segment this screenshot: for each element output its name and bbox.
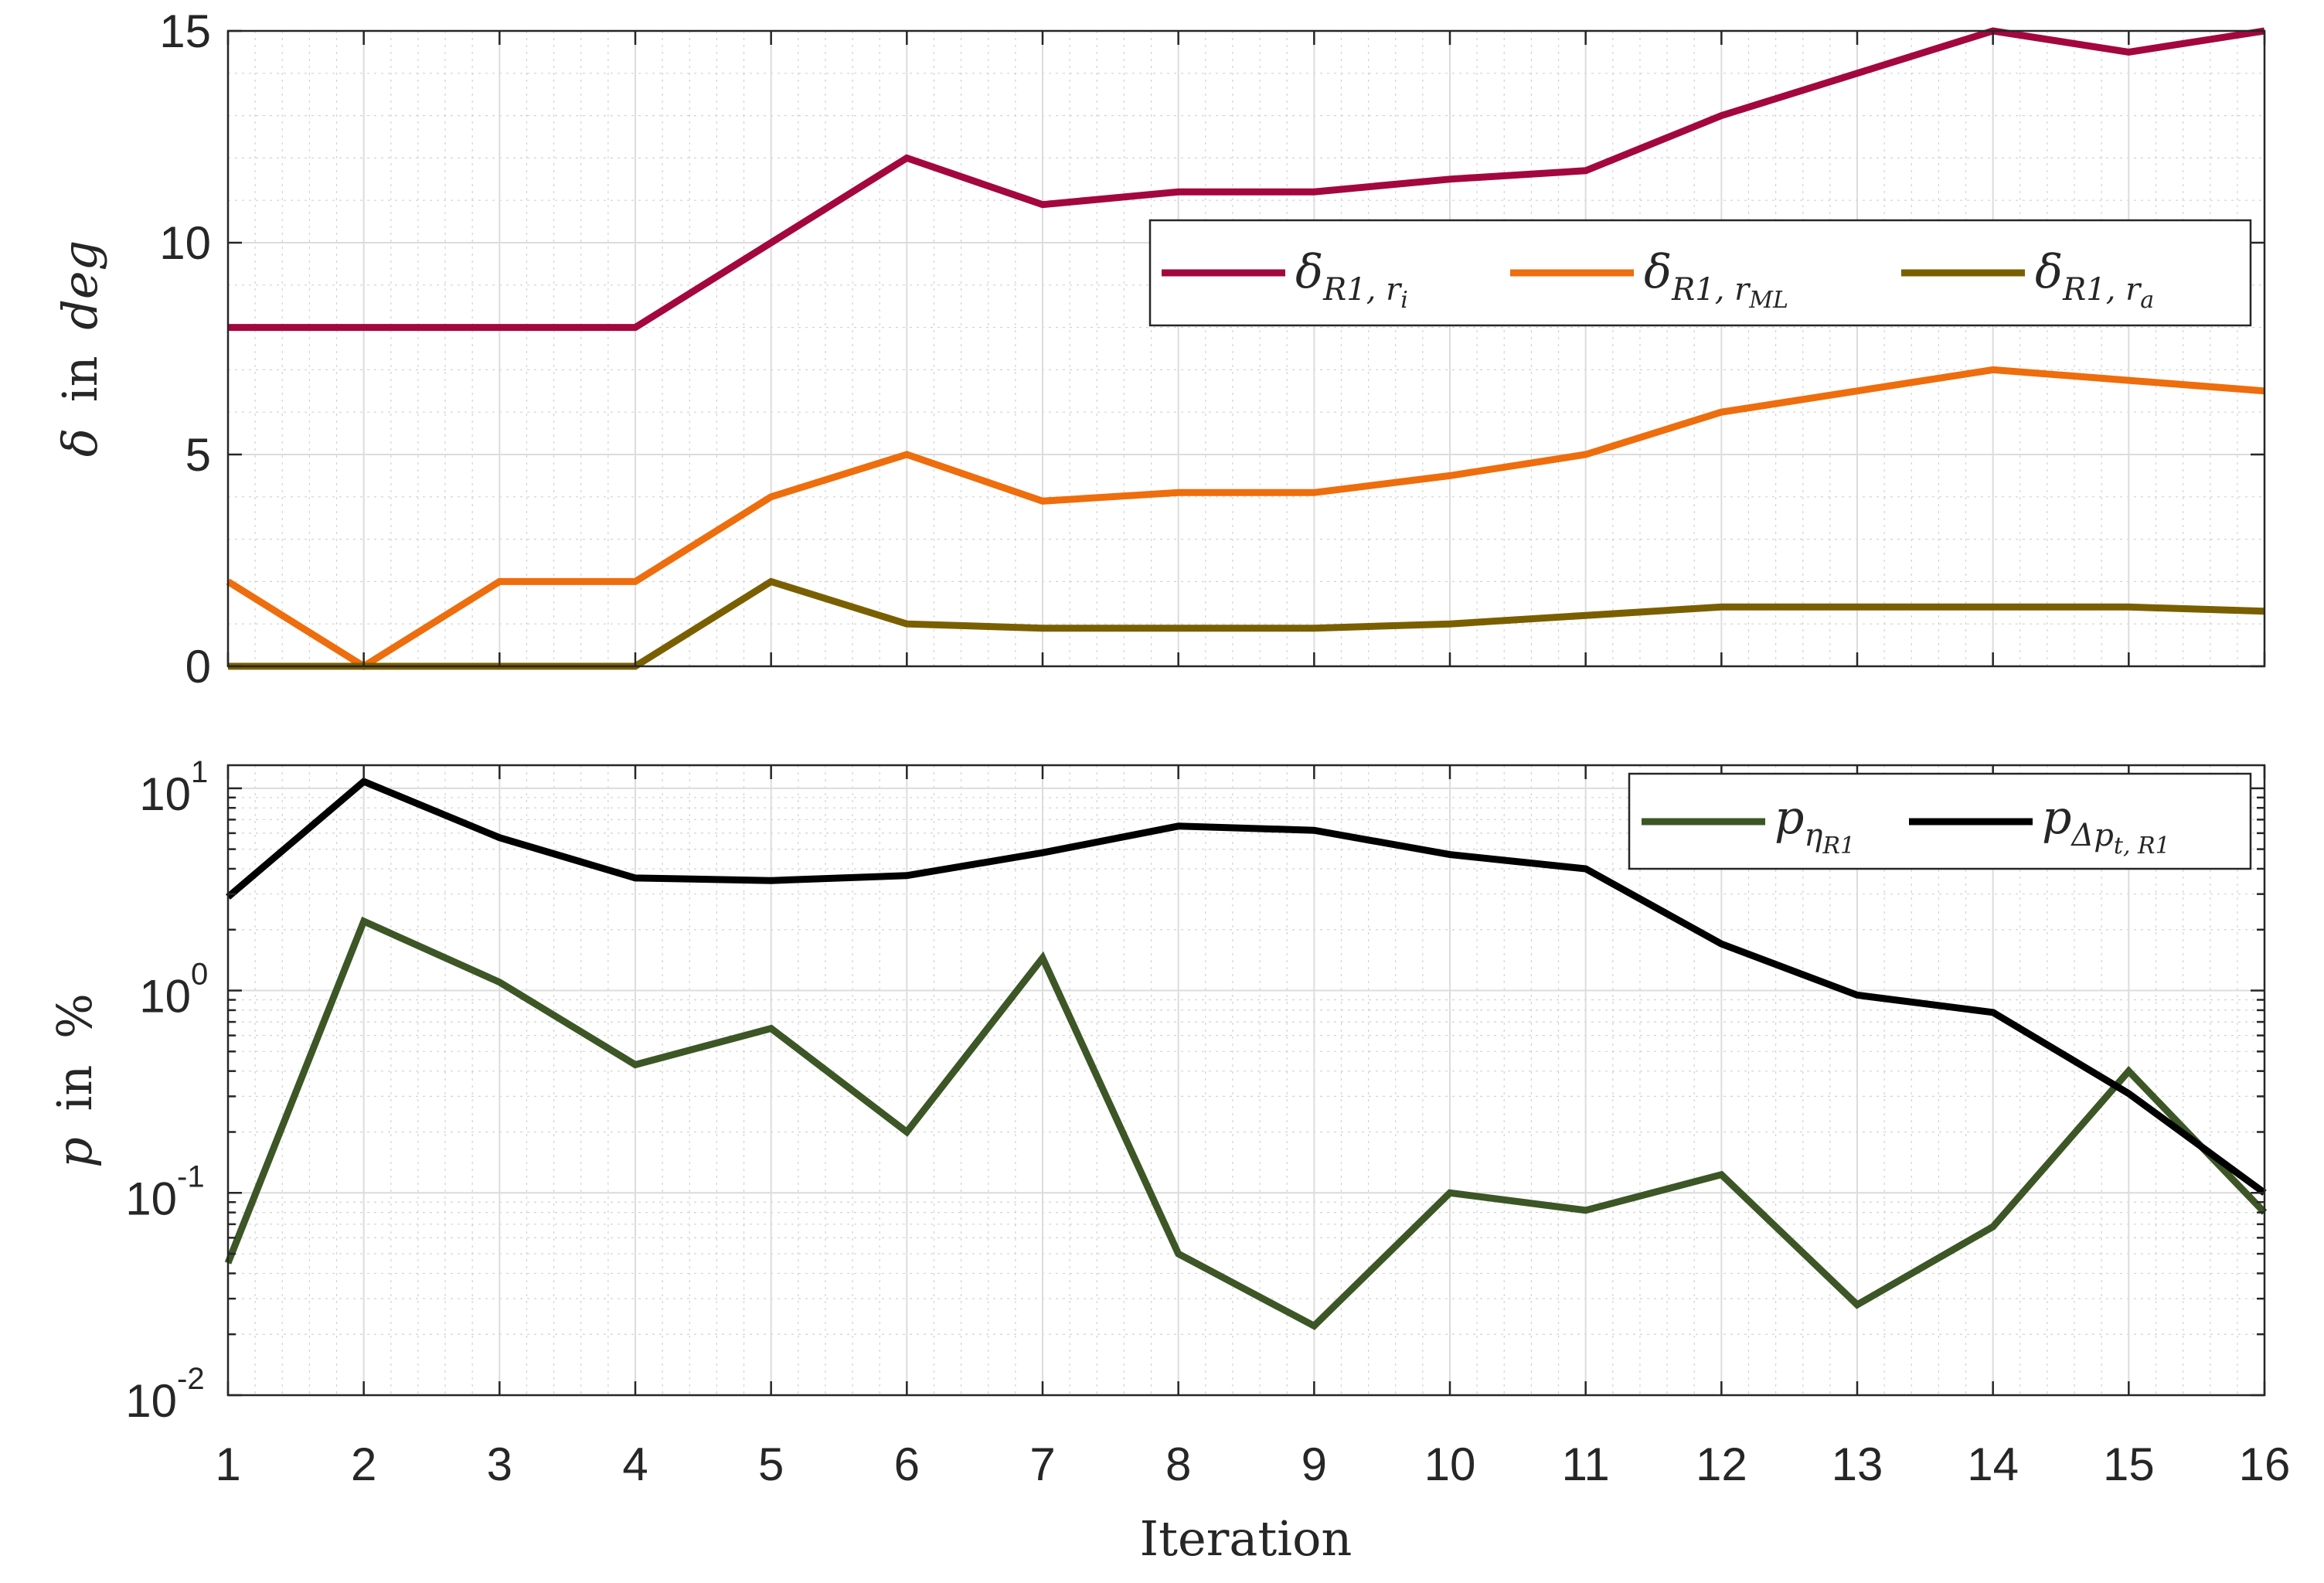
top-series-line-1 (226, 366, 2265, 671)
bottom-x-tick-label: 10 (1424, 1438, 1476, 1490)
bottom-y-tick-label: 10 (139, 971, 191, 1023)
legend-label-p-dp: pΔpt, R1 (2042, 791, 2170, 860)
bottom-y-tick-exponent: 0 (191, 958, 208, 992)
top-panel: 0 5 10 15 δ in deg δR1, ri δR1, rML (52, 5, 2266, 693)
bottom-x-tick-label: 3 (487, 1438, 512, 1490)
bottom-x-tick-label: 15 (2103, 1438, 2155, 1490)
bottom-legend: pηR1 pΔpt, R1 (1628, 772, 2252, 870)
top-y-tick-label: 0 (185, 641, 211, 693)
top-y-tick-label: 15 (159, 5, 211, 57)
bottom-x-tick-label: 7 (1029, 1438, 1055, 1490)
bottom-x-tick-label: 6 (894, 1438, 920, 1490)
bottom-y-axis-label: p in % (46, 993, 103, 1168)
top-legend: δR1, ri δR1, rML δR1, ra (1148, 219, 2252, 327)
bottom-x-tick-label: 4 (622, 1438, 648, 1490)
bottom-x-tick-label: 8 (1165, 1438, 1191, 1490)
bottom-y-tick-label: 10 (125, 1375, 177, 1427)
bottom-y-tick-exponent: -2 (177, 1362, 205, 1396)
bottom-x-tick-label: 9 (1302, 1438, 1327, 1490)
top-y-tick-labels: 0 5 10 15 (159, 5, 211, 693)
top-legend-box (1148, 219, 2252, 327)
top-series-line-0 (228, 27, 2265, 332)
top-plot-area (228, 31, 2264, 666)
legend-label-p-eta: pηR1 (1774, 791, 1855, 860)
legend-item-delta-ri: δR1, ri (1162, 245, 1408, 314)
bottom-x-tick-label: 16 (2239, 1438, 2291, 1490)
bottom-series-line-0 (224, 916, 2268, 1330)
bottom-x-tick-label: 1 (215, 1438, 240, 1490)
bottom-y-tick-label: 10 (139, 768, 191, 820)
bottom-x-tick-label: 11 (1562, 1438, 1610, 1490)
bottom-x-tick-label: 14 (1967, 1438, 2019, 1490)
top-y-axis-label: δ in deg (52, 240, 108, 458)
bottom-y-tick-exponent: -1 (177, 1159, 205, 1193)
bottom-series-lines (224, 777, 2268, 1330)
legend-label-delta-ra: δR1, ra (2035, 245, 2154, 314)
bottom-x-tick-label: 13 (1832, 1438, 1883, 1490)
legend-label-delta-rml: δR1, rML (1644, 245, 1788, 314)
legend-item-delta-ra: δR1, ra (1901, 245, 2154, 314)
top-axes-box (226, 29, 2266, 668)
top-y-tick-label: 5 (185, 429, 211, 481)
top-tick-marks (226, 29, 2266, 668)
bottom-series-line-1 (226, 777, 2267, 1196)
top-grid (227, 30, 2265, 667)
bottom-y-tick-exponent: 1 (191, 755, 208, 789)
legend-item-p-dp: pΔpt, R1 (1909, 791, 2170, 860)
legend-item-p-eta: pηR1 (1642, 791, 1855, 860)
x-axis-label: Iteration (1140, 1510, 1353, 1567)
bottom-x-tick-label: 2 (351, 1438, 376, 1490)
top-y-tick-label: 10 (159, 217, 211, 269)
legend-label-delta-ri: δR1, ri (1295, 245, 1408, 314)
legend-item-delta-rml: δR1, rML (1510, 245, 1788, 314)
bottom-x-tick-label: 5 (758, 1438, 784, 1490)
bottom-x-tick-label: 12 (1696, 1438, 1747, 1490)
bottom-axes-box (226, 764, 2266, 1397)
bottom-y-tick-label: 10 (125, 1173, 177, 1224)
bottom-x-tick-labels: 1 2 3 4 5 6 7 8 9 10 11 12 13 14 15 16 (215, 1438, 2290, 1490)
